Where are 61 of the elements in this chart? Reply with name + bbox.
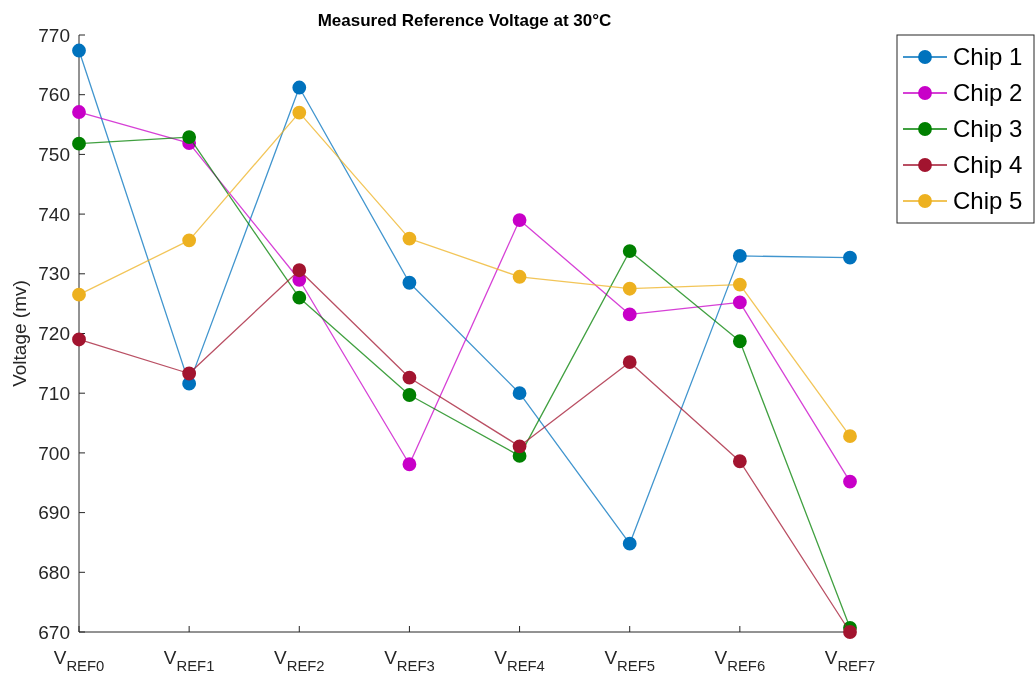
legend-label: Chip 2 [953, 79, 1023, 107]
point [622, 244, 637, 259]
legend-label: Chip 3 [953, 115, 1023, 143]
point [292, 105, 307, 120]
x-tick-label: V$_{REF7}$ [824, 647, 876, 674]
y-tick-label: 690 [38, 502, 70, 524]
point [402, 275, 417, 290]
y-tick-label: 680 [38, 561, 70, 583]
x-tick-label: V$_{REF4}$ [494, 647, 545, 674]
point [402, 457, 417, 472]
point [402, 388, 417, 402]
legend-label: Chip 5 [953, 187, 1023, 215]
point [182, 130, 197, 144]
y-tick-label: 710 [38, 382, 70, 404]
point [622, 355, 637, 370]
legend-label: Chip 4 [953, 151, 1023, 179]
y-tick-label: 700 [38, 442, 70, 464]
point [182, 366, 197, 381]
point [72, 105, 86, 119]
point [292, 290, 307, 305]
y-tick-label: 750 [38, 144, 70, 166]
point [732, 295, 747, 310]
point [732, 248, 747, 263]
legend-label: Chip 1 [953, 43, 1023, 71]
point [182, 233, 197, 248]
point [72, 43, 86, 58]
y-tick-label: 770 [38, 24, 70, 46]
point [732, 277, 747, 292]
point [843, 474, 857, 489]
point [843, 625, 857, 639]
point [512, 439, 527, 454]
point [512, 213, 527, 227]
point [512, 386, 527, 401]
point [732, 454, 747, 469]
x-tick-label: V$_{REF3}$ [384, 647, 435, 674]
point [72, 136, 86, 151]
point [72, 332, 86, 347]
x-tick-label: V$_{REF5}$ [604, 647, 655, 674]
x-tick-label: V$_{REF0}$ [53, 647, 105, 674]
x-tick-label: V$_{REF1}$ [163, 647, 215, 674]
x-tick-label: V$_{REF6}$ [714, 647, 766, 674]
y-tick-label: 740 [38, 203, 70, 225]
point [843, 429, 857, 444]
y-tick-label: 670 [38, 621, 70, 643]
point [622, 281, 637, 296]
point [292, 263, 307, 278]
point [402, 370, 417, 385]
point [72, 287, 86, 302]
point [843, 250, 857, 265]
x-tick-label: V$_{REF2}$ [274, 647, 325, 674]
point [402, 231, 417, 246]
point [622, 307, 637, 322]
point [732, 334, 747, 349]
y-axis-title: Voltage (mv) [9, 280, 30, 387]
y-tick-label: 720 [38, 323, 70, 345]
point [622, 536, 637, 551]
y-tick-label: 760 [38, 84, 70, 106]
chart-title: Measured Reference Voltage at 30°C [317, 11, 612, 30]
y-tick-label: 730 [38, 263, 70, 285]
point [292, 80, 307, 95]
point [512, 269, 527, 284]
